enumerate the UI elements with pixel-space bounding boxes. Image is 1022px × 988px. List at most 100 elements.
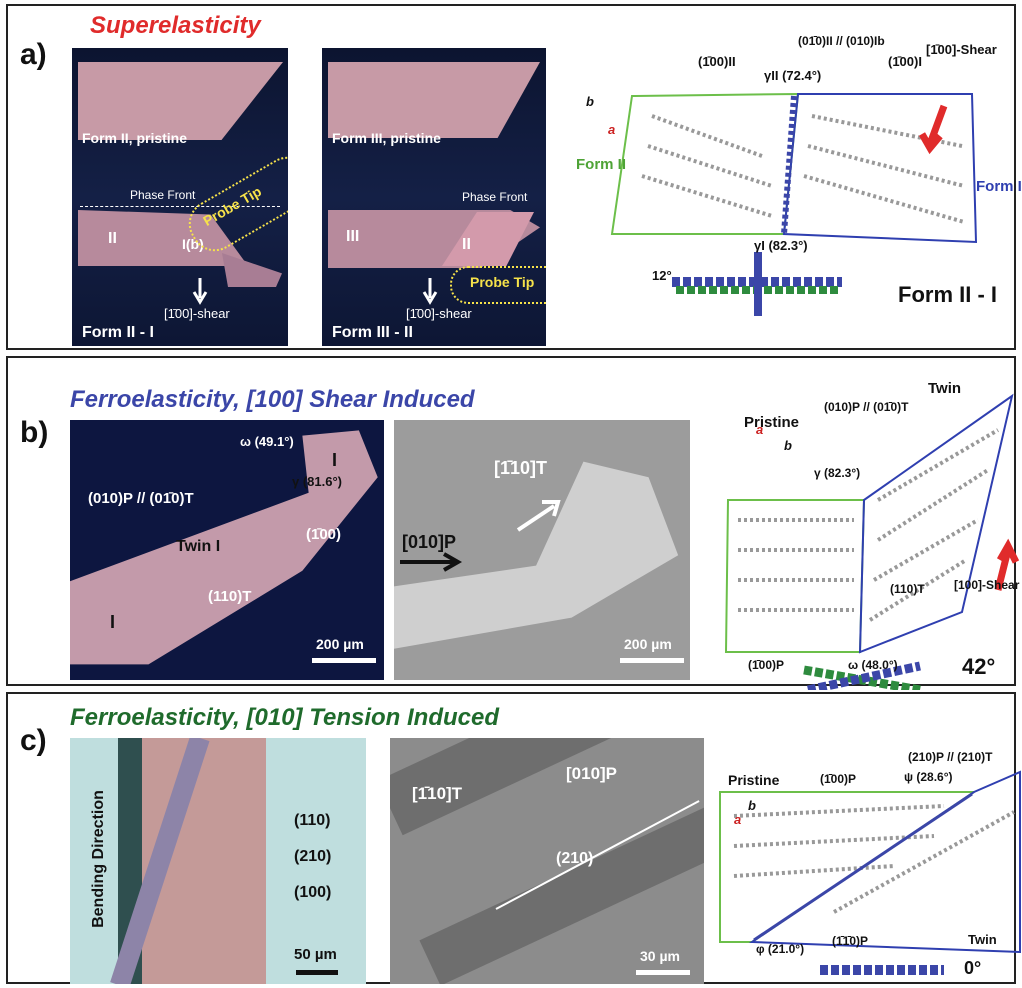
- omega-label: ω (49.1°): [240, 434, 294, 449]
- twin-i-label: Twin I: [176, 538, 221, 555]
- micrograph-form-ii-i: Form II, pristine Phase Front II I(b) Pr…: [72, 48, 288, 346]
- psi-label: ψ (28.6°): [904, 770, 953, 784]
- gamma-i-label: γI (82.3°): [754, 238, 808, 253]
- axis-b-label: b: [748, 798, 756, 813]
- shear-arrow-icon: [422, 278, 438, 305]
- panel-a: a) Superelasticity Form II, pristine Pha…: [6, 4, 1022, 350]
- interface-plane-label: (01̄0)II // (010)Ib: [798, 34, 885, 48]
- region-iii-label: III: [346, 228, 360, 245]
- rotated-molecule-icon: [803, 661, 921, 690]
- micrograph-bending: Bending Direction (110) (210) (100) 50 µ…: [70, 738, 366, 984]
- direction-t-label: [1̄10]T: [412, 784, 463, 803]
- gamma-label: γ (82.3°): [814, 466, 861, 480]
- omega-label: ω (48.0°): [848, 658, 898, 672]
- phi-label: φ (21.0°): [756, 942, 805, 956]
- form-i-label: Form I: [976, 178, 1022, 195]
- region-ii-label: II: [108, 230, 117, 247]
- molecule-lattice: [641, 114, 965, 224]
- axis-a-label: a: [756, 422, 764, 437]
- scale-bar: [636, 970, 690, 975]
- direction-p-label: [010]P: [566, 764, 618, 783]
- crystal-pristine: [78, 62, 283, 140]
- shear-label: [1̄00]-shear: [164, 306, 230, 321]
- interface-label: (010)P // (01̄0)T: [88, 490, 194, 507]
- form-ii-i-caption: Form II - I: [898, 282, 997, 307]
- scale-label: 200 µm: [624, 636, 672, 652]
- probe-tip-outline: [450, 266, 546, 304]
- panel-c-title: Ferroelasticity, [010] Tension Induced: [70, 704, 499, 731]
- plane-ii-label: (1̄00)II: [698, 54, 736, 69]
- plane-210-label: (210): [294, 848, 332, 865]
- plane-110-label: (110)T: [890, 582, 925, 596]
- interface-label: (010)P // (01̄0)T: [824, 400, 909, 414]
- region-i-right: I: [332, 450, 338, 470]
- direction-t-label: [1̄10]T: [494, 458, 548, 478]
- rotation-label: 0°: [964, 958, 982, 978]
- scale-label: 30 µm: [640, 948, 680, 964]
- panel-b-label: b): [20, 416, 49, 449]
- region-ii-label: II: [462, 236, 471, 253]
- crystal-tip: [222, 253, 282, 287]
- scale-bar: [620, 658, 684, 663]
- shear-arrow-icon: [192, 278, 208, 305]
- caption-form-iii-pristine: Form III, pristine: [332, 130, 441, 146]
- panel-a-label: a): [20, 38, 47, 71]
- panel-b-title: Ferroelasticity, [100] Shear Induced: [70, 386, 475, 413]
- interface-label: (210)P // (210)T: [908, 750, 993, 764]
- rotation-label: 12°: [652, 268, 672, 283]
- scale-label: 50 µm: [294, 946, 337, 963]
- arrow-up-right-icon: [516, 500, 561, 532]
- region-ib-label: I(b): [182, 236, 204, 252]
- plane-110-label: (1̄1̄0)P: [832, 934, 869, 948]
- phase-front-label: Phase Front: [462, 190, 528, 204]
- plane-100-label: (1̄00)P: [820, 772, 857, 786]
- tension-diagram: [719, 770, 1021, 975]
- pristine-label: Pristine: [744, 414, 800, 431]
- plane-110-label: (110): [294, 812, 331, 829]
- shear-label: [1̄00]-Shear: [926, 42, 997, 57]
- plane-100-label: (1̄00)P: [748, 658, 785, 672]
- axis-a-label: a: [608, 122, 616, 137]
- crystal-pristine: [328, 62, 540, 138]
- axis-b-label: b: [784, 438, 792, 453]
- twin-diagram: [724, 393, 1020, 690]
- rotated-molecule-icon: [672, 252, 842, 316]
- shear-label: [1̄00]-shear: [406, 306, 472, 321]
- twin-label: Twin: [928, 380, 962, 397]
- gamma-label: γ (81.6°): [292, 474, 343, 489]
- bending-direction-label: Bending Direction: [89, 790, 107, 928]
- plane-100-label: (1̄00): [306, 526, 342, 543]
- scale-label: 200 µm: [316, 636, 364, 652]
- micrograph-twin: ω (49.1°) γ (81.6°) (010)P // (01̄0)T Tw…: [70, 420, 384, 680]
- pristine-label: Pristine: [728, 772, 780, 788]
- plane-100-label: (100): [294, 884, 332, 901]
- form-ii-label: Form II: [576, 156, 627, 173]
- region-i-left: I: [110, 612, 116, 632]
- form-iii-ii-label: Form III - II: [332, 324, 413, 341]
- plane-110-label: (110)T: [208, 588, 252, 605]
- scale-bar: [312, 658, 376, 663]
- panel-b: b) Ferroelasticity, [100] Shear Induced …: [6, 356, 1020, 690]
- phase-front-label: Phase Front: [130, 188, 196, 202]
- form-ii-i-label: Form II - I: [82, 324, 154, 341]
- rotation-label: 42°: [962, 654, 996, 679]
- scale-bar: [296, 970, 338, 975]
- gamma-ii-label: γII (72.4°): [764, 68, 822, 83]
- axis-b-label: b: [586, 94, 594, 109]
- panel-a-title: Superelasticity: [90, 12, 261, 39]
- sem-tension: [1̄10]T [010]P (210) 30 µm: [390, 738, 704, 984]
- shear-label: [100]-Shear: [954, 578, 1020, 592]
- axis-a-label: a: [734, 812, 742, 827]
- plane-i-label: (1̄00)I: [888, 54, 922, 69]
- direction-p-label: [010]P: [402, 532, 457, 552]
- phase-front-line: [80, 206, 280, 207]
- panel-c-label: c): [20, 724, 47, 757]
- micrograph-form-iii-ii: Form III, pristine Phase Front III II Pr…: [322, 48, 546, 346]
- arrow-right-icon: [400, 552, 463, 572]
- form-ii-i-diagram: [610, 92, 978, 316]
- plane-210-label: (210): [556, 850, 594, 867]
- panel-c: c) Ferroelasticity, [010] Tension Induce…: [6, 692, 1021, 984]
- caption-form-ii-pristine: Form II, pristine: [82, 130, 188, 146]
- probe-tip-label: Probe Tip: [470, 274, 535, 290]
- twin-label: Twin: [968, 932, 997, 947]
